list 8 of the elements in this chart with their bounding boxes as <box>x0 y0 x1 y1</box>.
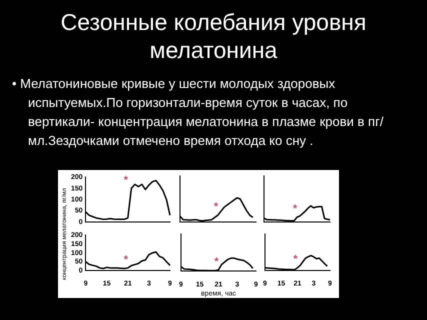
annotation: * <box>124 254 129 266</box>
annotation: * <box>124 174 129 186</box>
annotation: * <box>292 203 298 216</box>
annotation: * <box>293 254 298 266</box>
chart-title: Сезонные колебания уровня мелатонина <box>60 8 368 64</box>
annotation: * <box>214 256 220 268</box>
annotation: * <box>214 201 219 214</box>
text: • Мелатониновые кривые у шести молодых здоровых испытуемых.По горизонтали-время суток в часах, по вертикали- концентрация мелатонина в плазме крови в пг/мл.Зездочками отмечено время отхода ко сну . <box>12 75 384 150</box>
